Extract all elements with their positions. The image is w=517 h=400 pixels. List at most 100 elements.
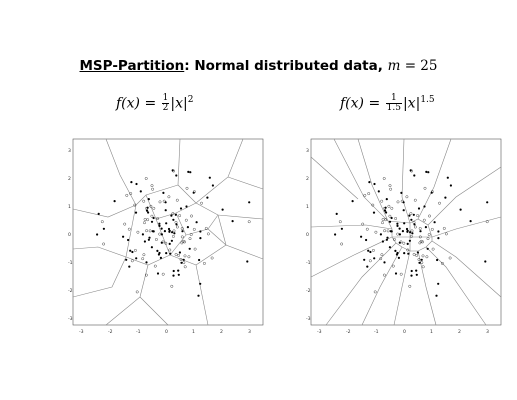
open-data-point [413,198,417,202]
open-data-point [441,262,444,265]
filled-data-point [150,220,154,223]
filled-data-point [396,222,399,225]
figure-title: MSP-Partition: Normal distributed data, … [0,58,517,74]
open-data-point [442,227,446,230]
open-data-point [172,229,176,233]
filled-data-point [180,261,183,264]
filled-data-point [167,227,171,231]
right-x-tick-label: 2 [458,329,461,334]
filled-data-point [160,233,163,236]
open-data-point [178,214,181,217]
open-data-point [410,235,413,238]
open-data-point [183,254,187,258]
open-data-point [203,262,206,265]
left-y-tick-label: -3 [68,316,73,322]
open-data-point [406,248,410,252]
open-data-point [146,218,149,222]
title-variable: m [387,58,401,74]
filled-data-point [423,205,426,208]
open-data-point [183,240,186,244]
open-data-point [373,290,377,294]
filled-data-point [397,256,400,259]
open-data-point [180,227,184,230]
filled-data-point [159,256,162,259]
open-data-point [399,272,403,276]
open-data-point [187,255,191,259]
filled-data-point [413,223,416,226]
filled-data-point [178,251,181,254]
filled-data-point [433,221,436,224]
open-data-point [379,257,383,261]
filled-data-point [365,238,368,242]
open-data-point [177,254,180,257]
filled-data-point [185,205,188,208]
filled-data-point [424,226,427,229]
filled-data-point [412,213,415,216]
filled-data-point [437,237,440,240]
filled-data-point [248,201,251,204]
filled-data-point [402,201,405,204]
right-partition-cells [310,138,502,326]
filled-data-point [410,218,413,221]
right-x-tick-label: -2 [346,329,351,334]
filled-data-point [165,222,168,225]
filled-data-point [377,190,380,193]
filled-data-point [163,230,166,233]
open-data-point [400,199,404,203]
filled-data-point [179,207,183,210]
open-data-point [141,257,145,261]
filled-data-point [135,257,138,260]
filled-data-point [388,220,392,223]
filled-data-point [373,257,376,260]
left-x-tick-label: -2 [108,329,113,334]
open-data-point [417,258,421,261]
filled-data-point [405,227,409,231]
filled-data-point [407,252,410,255]
open-data-point [363,194,367,197]
left-x-tick-labels: -3 -2 -1 0 1 2 3 [79,329,251,334]
filled-data-point [150,246,153,249]
open-data-point [410,229,414,233]
open-data-point [142,199,146,203]
open-data-point [158,232,162,236]
open-data-point [389,187,392,191]
filled-data-point [152,216,155,220]
open-data-point [431,247,435,251]
open-data-point [409,212,413,215]
open-data-point [150,184,154,187]
filled-data-point [211,184,214,187]
open-data-point [127,227,131,231]
filled-data-point [367,249,370,252]
filled-data-point [420,258,423,261]
filled-data-point [170,239,173,242]
right-formula-exponent: 1.5 [420,94,435,105]
filled-data-point [335,212,338,215]
left-x-tick-label: -1 [136,329,141,334]
filled-data-point [437,282,440,285]
filled-data-point [408,214,411,217]
filled-data-point [430,191,433,194]
right-x-tick-label: 3 [486,329,489,334]
right-y-tick-label: 3 [306,148,309,154]
open-data-point [388,214,392,218]
open-data-point [418,241,422,245]
filled-data-point [158,222,161,225]
filled-data-point [165,252,168,255]
open-data-point [427,233,431,236]
filled-data-point [175,223,178,226]
filled-data-point [199,282,202,285]
filled-data-point [419,230,422,233]
open-data-point [421,240,424,244]
right-formula-denominator: 1.5 [386,103,401,113]
filled-data-point [415,269,418,272]
open-data-point [150,214,154,218]
filled-data-point [174,213,177,216]
filled-data-point [102,227,105,230]
open-data-point [438,201,441,205]
left-formula-abs: |x| [170,95,188,112]
open-data-point [405,195,409,199]
filled-data-point [386,236,389,239]
open-data-point [148,229,152,233]
filled-data-point [394,249,397,252]
